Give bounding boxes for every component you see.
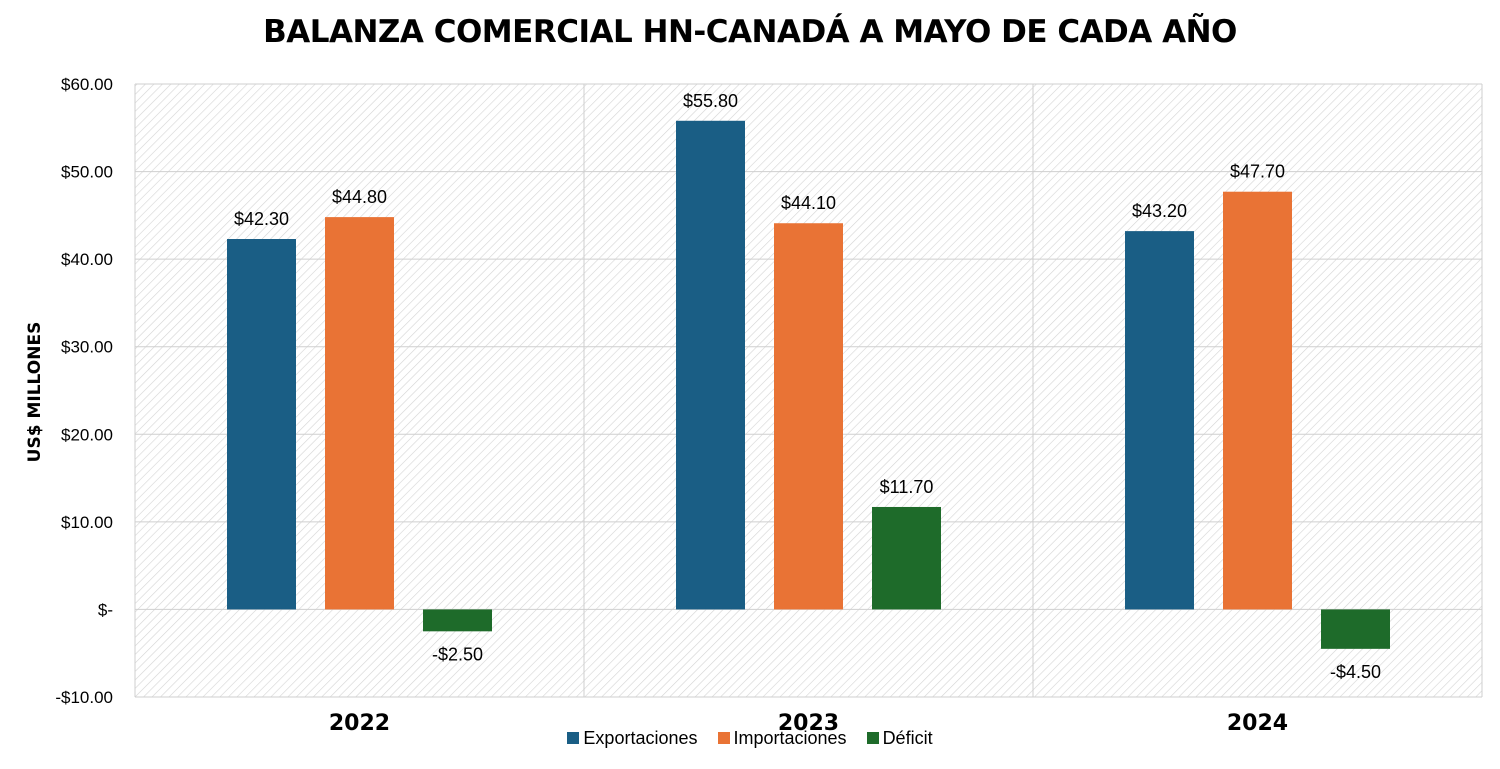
y-tick-label: $30.00 [61,338,113,357]
x-tick-label: 2023 [778,711,839,736]
y-tick-label: $10.00 [61,513,113,532]
legend-item: Exportaciones [567,728,698,749]
data-label: -$4.50 [1330,662,1381,682]
bar-dficit-2024 [1321,609,1390,649]
data-label: $47.70 [1230,162,1285,182]
y-tick-label: -$10.00 [55,688,113,707]
y-tick-label: $- [98,600,113,619]
legend-item: Importaciones [717,728,847,749]
bar-exportaciones-2024 [1125,231,1194,610]
data-label: $11.70 [880,477,934,497]
legend-label: Exportaciones [583,728,698,748]
bar-dficit-2022 [423,609,492,632]
legend-label: Importaciones [733,728,847,748]
data-label: $44.10 [781,193,836,213]
y-tick-label: $20.00 [61,425,113,444]
legend-label: Déficit [882,728,933,748]
data-label: $43.20 [1132,201,1187,221]
y-tick-label: $40.00 [61,250,113,269]
legend-swatch [567,732,580,744]
y-tick-label: $50.00 [61,163,113,182]
legend-swatch [717,732,730,744]
bar-importaciones-2024 [1223,191,1292,610]
y-tick-label: $60.00 [61,75,113,94]
bar-dficit-2023 [872,506,941,610]
data-labels: $42.30 $44.80 -$2.50 $55.80 $44.10 $11.70 $43.… [234,91,1381,682]
bar-importaciones-2022 [325,217,394,610]
x-tick-label: 2024 [1227,711,1288,736]
x-axis-ticks: 2022 2023 2024 [329,711,1288,736]
data-label: -$2.50 [432,644,483,664]
data-label: $44.80 [332,187,387,207]
bars [227,120,1390,649]
bar-exportaciones-2023 [676,120,745,610]
legend-swatch [866,732,879,744]
data-label: $55.80 [683,91,738,111]
x-tick-label: 2022 [329,711,390,736]
bar-exportaciones-2022 [227,239,296,610]
chart-title: BALANZA COMERCIAL HN-CANADÁ A MAYO DE CA… [263,14,1237,50]
y-axis-label: US$ MILLONES [25,322,45,463]
y-axis-ticks: $60.00 $50.00 $40.00 $30.00 $20.00 $10.00 $- -$… [55,75,113,707]
bar-importaciones-2023 [774,223,843,610]
legend-item: Déficit [866,728,933,749]
data-label: $42.30 [234,209,289,229]
legend: Exportaciones Importaciones Déficit [0,728,1500,749]
